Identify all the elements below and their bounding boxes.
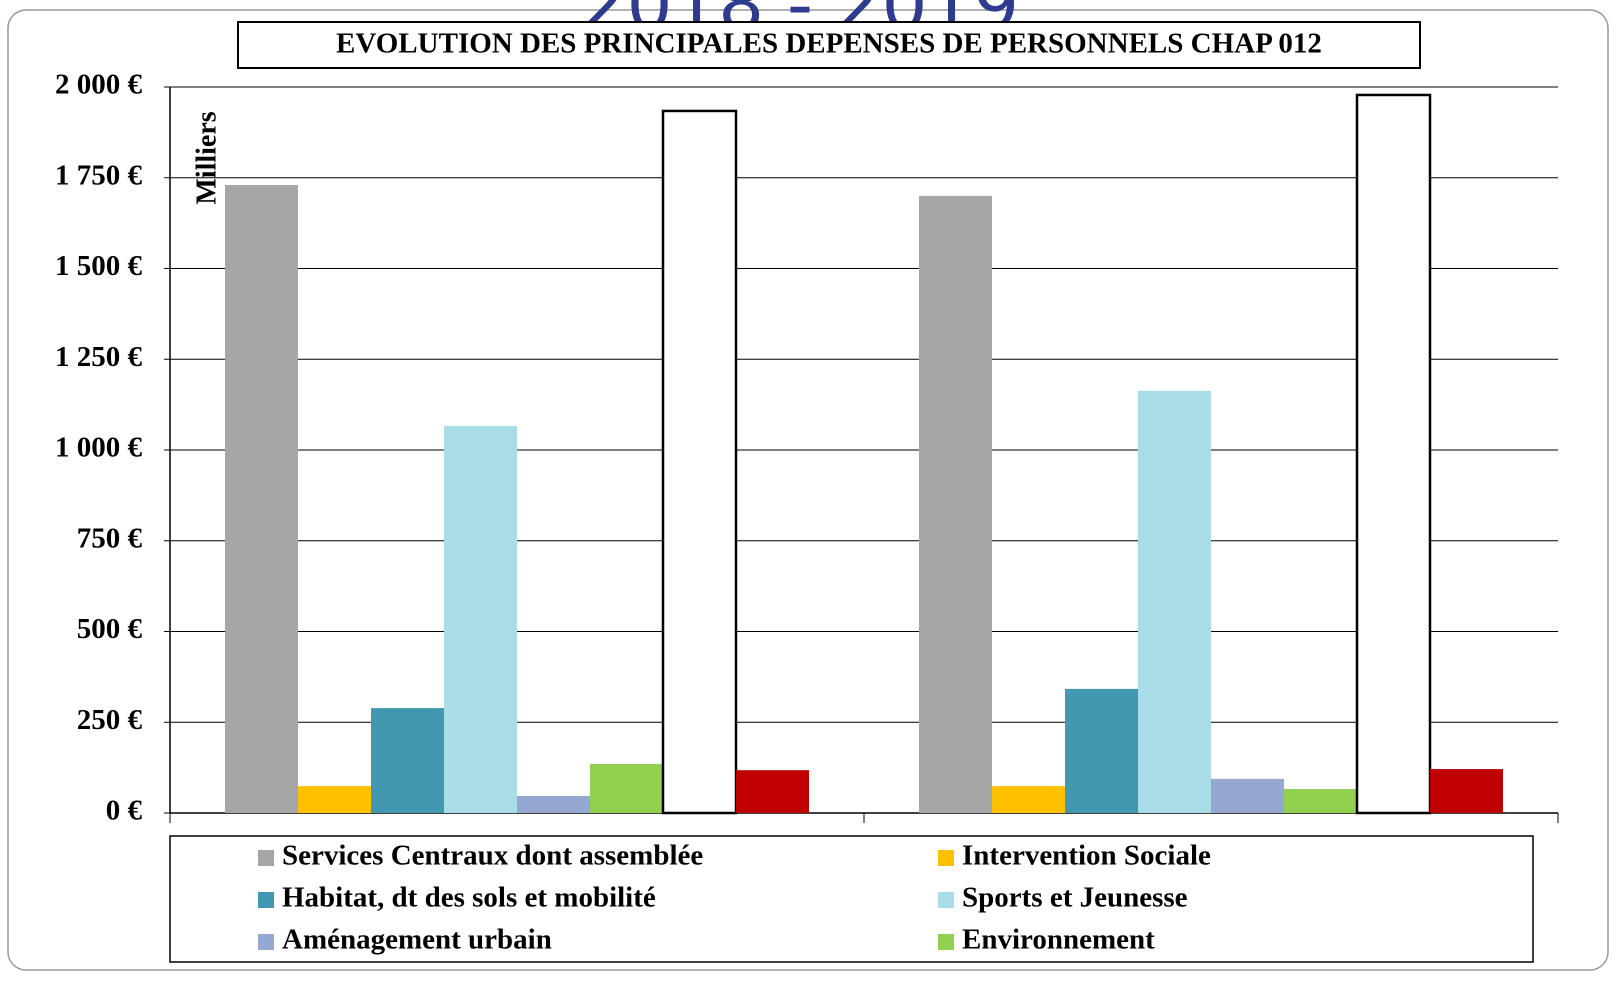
- bar: [992, 786, 1065, 813]
- legend-label: Sports et Jeunesse: [962, 882, 1188, 914]
- bar: [517, 795, 590, 813]
- y-tick-label: 1 250 €: [55, 341, 143, 373]
- y-tick-label: 1 500 €: [55, 250, 143, 282]
- legend-swatch: [258, 850, 274, 866]
- y-tick-label: 750 €: [77, 522, 143, 554]
- y-tick-label: 2 000 €: [55, 69, 143, 101]
- bar: [590, 763, 663, 813]
- y-tick-label: 500 €: [77, 613, 143, 645]
- bar: [444, 426, 517, 813]
- bar: [919, 195, 992, 813]
- y-tick-label: 1 750 €: [55, 159, 143, 191]
- legend-box: [169, 835, 1534, 963]
- bar: [1138, 390, 1211, 813]
- legend-swatch: [938, 934, 954, 950]
- bar: [1065, 688, 1138, 813]
- bar: [1355, 93, 1432, 815]
- legend-swatch: [258, 934, 274, 950]
- legend-label: Environnement: [962, 924, 1155, 956]
- bar: [736, 770, 809, 813]
- chart-title: EVOLUTION DES PRINCIPALES DEPENSES DE PE…: [336, 28, 1322, 60]
- bar: [225, 185, 298, 813]
- bar: [371, 708, 444, 813]
- y-axis-label: Milliers: [191, 111, 222, 204]
- legend-label: Habitat, dt des sols et mobilité: [282, 882, 656, 914]
- y-tick-label: 1 000 €: [55, 432, 143, 464]
- bar: [1430, 769, 1503, 813]
- y-tick-label: 0 €: [106, 795, 143, 827]
- legend-swatch: [938, 850, 954, 866]
- title-box: [237, 21, 1421, 69]
- legend-label: Services Centraux dont assemblée: [282, 840, 703, 872]
- bar: [1284, 789, 1357, 813]
- frame: [7, 9, 1609, 971]
- bar: [1211, 778, 1284, 813]
- legend-label: Aménagement urbain: [282, 924, 552, 956]
- legend-swatch: [258, 892, 274, 908]
- bar: [661, 109, 738, 815]
- legend-label: Intervention Sociale: [962, 840, 1211, 872]
- bar: [298, 786, 371, 813]
- y-tick-label: 250 €: [77, 704, 143, 736]
- legend-swatch: [938, 892, 954, 908]
